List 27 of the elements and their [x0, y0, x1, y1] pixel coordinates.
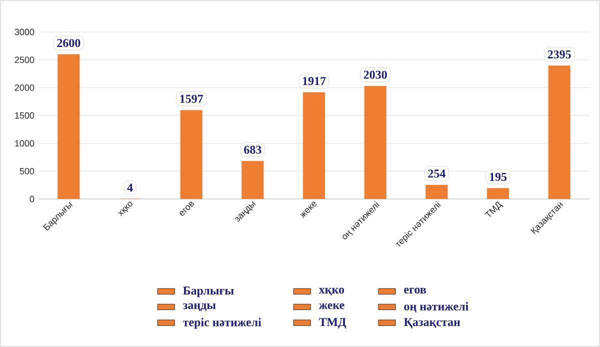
- y-tick-label: 3000: [14, 28, 34, 36]
- data-label: 2600: [57, 38, 80, 48]
- x-tick-label: хқко: [118, 202, 132, 216]
- legend-label: хқко: [318, 288, 344, 296]
- legend-label: Қазақстан: [404, 318, 460, 329]
- legend-label: теріс нәтижелі: [182, 318, 262, 329]
- y-tick-label: 500: [20, 168, 34, 174]
- legend-label: Барлығы: [183, 286, 234, 298]
- data-label: 2395: [548, 50, 571, 58]
- y-tick-label: 2500: [14, 56, 34, 64]
- legend-label: жеке: [318, 303, 344, 310]
- x-tick-label: егов: [180, 202, 194, 216]
- data-label: 2030: [364, 70, 387, 79]
- legend-label: егов: [404, 288, 426, 294]
- data-label: 254: [428, 170, 446, 178]
- y-tick-label: 2000: [14, 84, 34, 91]
- data-label: 1597: [180, 94, 204, 103]
- legend-label: заңды: [182, 303, 216, 312]
- legend-label: оң нәтижелі: [404, 302, 468, 312]
- y-tick-label: 0: [30, 196, 34, 202]
- y-tick-label: 1000: [15, 140, 34, 147]
- y-tick-label: 1500: [15, 112, 34, 119]
- data-label: 1917: [302, 77, 326, 86]
- data-label: 4: [127, 184, 133, 192]
- data-label: 195: [490, 172, 507, 181]
- data-label: 683: [244, 146, 262, 154]
- legend-label: ТМД: [319, 318, 346, 329]
